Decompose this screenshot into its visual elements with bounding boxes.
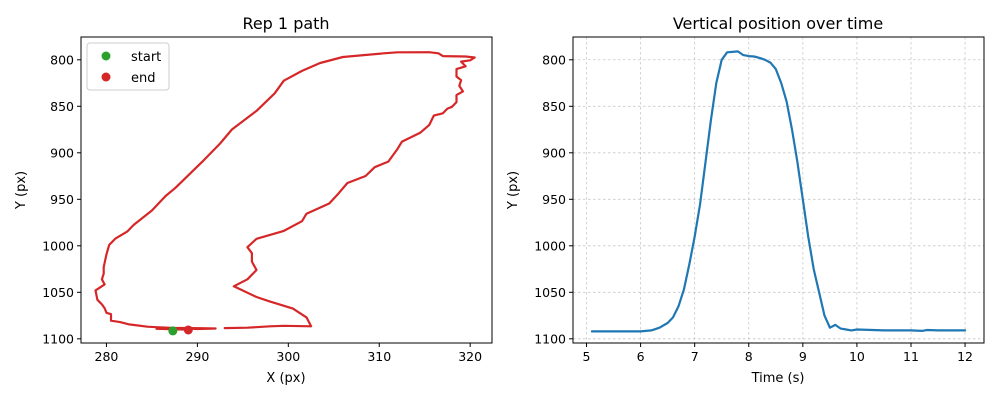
- y-tick-label: 900: [50, 145, 74, 160]
- grid-layer: [573, 37, 984, 343]
- end-marker: [183, 325, 193, 335]
- start-marker: [168, 326, 178, 336]
- y-tick-label: 1000: [534, 238, 566, 253]
- y-tick-label: 1100: [42, 331, 74, 346]
- x-tick-label: 310: [367, 349, 391, 364]
- y-axis-label: Y (px): [506, 171, 521, 210]
- ticks-layer: 280 290 300 310 320 800 850 900 950 1000 1050 1100: [42, 52, 482, 364]
- chart-title: Vertical position over time: [673, 14, 883, 33]
- x-tick-label: 7: [691, 349, 699, 364]
- x-tick-label: 11: [903, 349, 919, 364]
- y-tick-label: 800: [542, 52, 566, 67]
- path-chart-panel: Rep 1 path 280 290 300 310 320 800 850 900 950 10…: [14, 14, 493, 386]
- x-tick-label: 12: [957, 349, 973, 364]
- x-axis-label: Time (s): [751, 371, 805, 386]
- y-tick-label: 850: [50, 99, 74, 114]
- plot-layer: [590, 50, 967, 333]
- x-tick-label: 320: [458, 349, 482, 364]
- y-tick-label: 1000: [42, 238, 74, 253]
- series-line: [94, 51, 476, 332]
- y-tick-label: 950: [50, 192, 74, 207]
- axes-frame: [572, 36, 985, 344]
- y-tick-label: 900: [542, 145, 566, 160]
- x-tick-label: 6: [637, 349, 645, 364]
- legend-end-label: end: [131, 71, 156, 86]
- legend-start-marker: [101, 51, 111, 61]
- x-tick-label: 10: [849, 349, 865, 364]
- chart-title: Rep 1 path: [242, 14, 329, 33]
- plot-layer: [94, 51, 476, 336]
- x-tick-label: 290: [185, 349, 209, 364]
- y-tick-label: 1050: [42, 285, 74, 300]
- legend-start-label: start: [131, 50, 161, 65]
- x-tick-label: 9: [799, 349, 807, 364]
- x-tick-label: 300: [276, 349, 300, 364]
- y-tick-label: 950: [542, 192, 566, 207]
- y-tick-label: 1050: [534, 285, 566, 300]
- x-tick-label: 5: [583, 349, 591, 364]
- y-tick-label: 850: [542, 99, 566, 114]
- x-axis-label: X (px): [266, 371, 305, 386]
- legend-end-marker: [101, 72, 111, 82]
- legend: start end: [86, 42, 170, 91]
- series-line: [590, 50, 967, 333]
- y-tick-label: 800: [50, 52, 74, 67]
- y-axis-label: Y (px): [14, 171, 29, 210]
- axes-frame: [80, 36, 493, 344]
- x-tick-label: 8: [745, 349, 753, 364]
- axes-border: [80, 36, 493, 344]
- y-tick-label: 1100: [534, 331, 566, 346]
- x-tick-label: 280: [95, 349, 119, 364]
- ticks-layer: 5 6 7 8 9 10 11 12 800 850 900 950 1000 1050 1100: [534, 52, 973, 364]
- vertical-position-chart-panel: Vertical position over time 5 6 7 8 9 10 11 12 8…: [506, 14, 985, 386]
- axes-border: [572, 36, 985, 344]
